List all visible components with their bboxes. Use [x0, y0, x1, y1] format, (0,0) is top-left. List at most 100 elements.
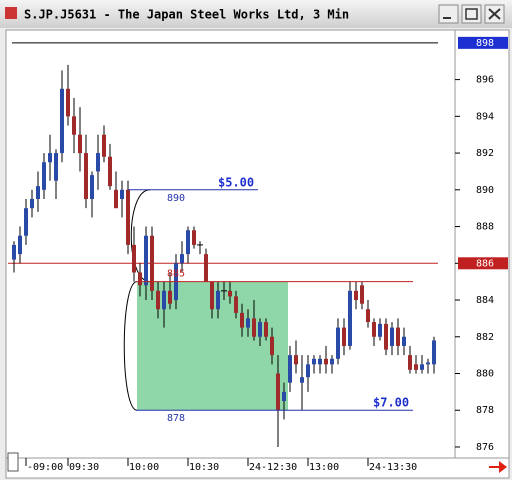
candle-body — [366, 309, 370, 323]
minimize-button[interactable] — [438, 4, 459, 24]
candle-body — [348, 290, 352, 346]
candle-body — [402, 336, 406, 346]
candle-body — [72, 116, 76, 135]
candle-body — [36, 186, 40, 199]
candle-body — [234, 296, 238, 313]
y-tick-label: 884 — [476, 295, 494, 306]
bracket — [123, 281, 138, 411]
candle-body — [336, 327, 340, 359]
candle-body — [84, 153, 88, 199]
y-tick-label: 888 — [476, 222, 494, 233]
candle-body — [252, 318, 256, 337]
candle-body — [432, 340, 436, 365]
candle-body — [138, 272, 142, 286]
x-tick-label: 10:00 — [129, 462, 159, 473]
candle-body — [372, 322, 376, 337]
top-line-marker — [458, 36, 508, 49]
candle-body — [144, 235, 148, 286]
candle-body — [330, 358, 334, 365]
candle-body — [216, 290, 220, 310]
candle-body — [324, 358, 328, 365]
candle-body — [312, 358, 316, 365]
candle-body — [132, 244, 136, 273]
price-line-label: 886 — [476, 258, 494, 269]
y-tick-label: 882 — [476, 332, 494, 343]
candle-body — [180, 254, 184, 264]
candle-body — [102, 134, 106, 157]
level-label: 878 — [167, 413, 185, 424]
top-line-label: 898 — [476, 38, 494, 49]
title-bar — [0, 0, 512, 28]
scroll-box[interactable] — [7, 452, 19, 472]
y-tick-label: 890 — [476, 185, 494, 196]
candle-body — [264, 322, 268, 337]
app-icon — [5, 7, 17, 19]
candle-body — [288, 355, 292, 383]
candle-body — [90, 175, 94, 199]
scroll-right-arrow[interactable] — [489, 461, 507, 473]
candle-body — [114, 189, 118, 209]
candle-body — [390, 327, 394, 346]
candle-body — [258, 322, 262, 337]
level-label: 890 — [167, 193, 185, 204]
candle-body — [192, 230, 196, 245]
candle-body — [168, 290, 172, 304]
candle-body — [378, 323, 382, 337]
candle-body — [96, 153, 100, 172]
y-tick-label: 892 — [476, 148, 494, 159]
close-button[interactable] — [484, 4, 505, 24]
candle-body — [240, 312, 244, 328]
candle-body — [126, 189, 130, 245]
candle-body — [228, 290, 232, 297]
x-tick-label: 10:30 — [189, 462, 219, 473]
x-tick-label: 09:30 — [69, 462, 99, 473]
bracket — [130, 189, 151, 283]
x-tick-label: -09:00 — [27, 462, 63, 473]
candle-body — [42, 162, 46, 190]
candle-body — [420, 364, 424, 370]
window-title: S.JP.J5631 - The Japan Steel Works Ltd, … — [24, 8, 349, 22]
y-tick-label: 894 — [476, 111, 494, 122]
candle-body — [414, 364, 418, 370]
y-tick-label: 880 — [476, 369, 494, 380]
candle-body — [246, 318, 250, 328]
candle-body — [78, 134, 82, 154]
candle-body — [24, 208, 28, 236]
candle-body — [54, 153, 58, 181]
candle-body — [150, 235, 154, 291]
candle-body — [360, 285, 364, 304]
maximize-button[interactable] — [461, 4, 482, 24]
candle-body — [294, 355, 298, 365]
candle-body — [48, 153, 52, 163]
candle-body — [300, 377, 304, 383]
candle-body — [270, 336, 274, 356]
candle-body — [162, 290, 166, 310]
candle-body — [318, 358, 322, 365]
candle-body — [210, 281, 214, 310]
price-axis — [454, 29, 510, 459]
candle-body — [426, 362, 430, 365]
candle-body — [306, 364, 310, 378]
y-tick-label: 878 — [476, 405, 494, 416]
candle-body — [30, 198, 34, 209]
candle-body — [276, 373, 280, 411]
candle-body — [204, 254, 208, 282]
x-tick-label: 24-12:30 — [249, 462, 297, 473]
candle-body — [60, 88, 64, 154]
candle-body — [18, 235, 22, 255]
candle-body — [108, 156, 112, 187]
candle-body — [120, 189, 124, 199]
x-tick-label: 24-13:30 — [369, 462, 417, 473]
level-label: 885 — [167, 269, 185, 280]
annotation: $7.00 — [373, 396, 409, 410]
candle-body — [12, 244, 16, 260]
candle-body — [342, 327, 346, 346]
candle-body — [282, 391, 286, 402]
candle-body — [408, 355, 412, 370]
candle-body — [384, 323, 388, 350]
price-line-marker — [458, 257, 508, 270]
candle-body — [66, 88, 70, 117]
candle-body — [396, 327, 400, 346]
x-tick-label: 13:00 — [309, 462, 339, 473]
